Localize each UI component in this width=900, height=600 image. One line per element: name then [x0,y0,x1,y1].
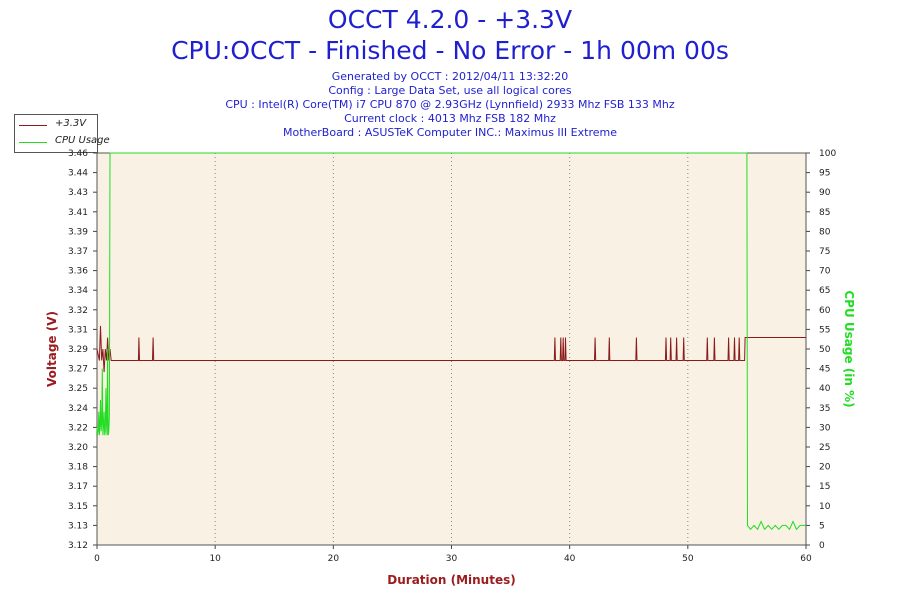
y-right-tick-label: 15 [819,482,830,492]
y-left-tick-label: 3.20 [68,443,88,453]
y-right-axis-title: CPU Usage (in %) [842,290,856,407]
y-right-tick-label: 100 [819,149,836,159]
chart-title: OCCT 4.2.0 - +3.3V [327,5,573,34]
x-tick-label: 10 [209,554,221,564]
info-line-config: Config : Large Data Set, use all logical… [328,84,572,97]
legend-label-cpu: CPU Usage [55,135,110,146]
y-right-tick-label: 0 [819,541,825,551]
y-right-tick-label: 90 [819,188,831,198]
legend-swatch-voltage [19,125,47,126]
y-right-tick-label: 20 [819,463,831,473]
legend: +3.3V CPU Usage [14,114,110,153]
y-left-tick-label: 3.22 [68,423,88,433]
y-right-tick-label: 65 [819,286,830,296]
x-tick-label: 0 [94,554,100,564]
info-line-clock: Current clock : 4013 Mhz FSB 182 Mhz [344,112,556,125]
y-right-tick-label: 30 [819,423,831,433]
info-line-motherboard: MotherBoard : ASUSTeK Computer INC.: Max… [283,126,617,139]
y-left-tick-label: 3.17 [68,482,88,492]
y-left-tick-label: 3.12 [68,541,88,551]
y-left-tick-label: 3.13 [68,521,88,531]
y-right-tick-label: 50 [819,345,831,355]
y-right-tick-label: 40 [819,384,831,394]
y-left-tick-label: 3.27 [68,365,88,375]
y-left-tick-label: 3.18 [68,463,88,473]
y-left-tick-label: 3.31 [68,325,88,335]
legend-label-voltage: +3.3V [55,118,87,129]
legend-swatch-cpu [19,142,47,143]
y-right-tick-label: 75 [819,247,830,257]
chart-subtitle: CPU:OCCT - Finished - No Error - 1h 00m … [171,36,729,65]
y-right-tick-label: 70 [819,267,831,277]
x-tick-label: 40 [564,554,576,564]
y-left-tick-label: 3.37 [68,247,88,257]
y-right-tick-label: 95 [819,169,830,179]
info-line-cpu: CPU : Intel(R) Core(TM) i7 CPU 870 @ 2.9… [225,98,675,111]
voltage-line [96,325,806,373]
y-left-tick-label: 3.15 [68,502,88,512]
x-tick-label: 50 [682,554,694,564]
y-left-tick-label: 3.44 [68,169,88,179]
y-left-axis-title: Voltage (V) [45,311,59,387]
y-left-tick-label: 3.29 [68,345,88,355]
y-right-tick-label: 5 [819,521,825,531]
y-left-tick-label: 3.36 [68,267,88,277]
y-right-tick-label: 55 [819,325,830,335]
y-right-tick-label: 60 [819,306,831,316]
y-right-tick-label: 25 [819,443,830,453]
info-line-generated: Generated by OCCT : 2012/04/11 13:32:20 [331,70,569,83]
x-tick-label: 20 [328,554,340,564]
y-left-tick-label: 3.43 [68,188,88,198]
y-right-tick-label: 10 [819,502,831,512]
y-left-tick-label: 3.32 [68,306,88,316]
y-left-tick-label: 3.24 [68,404,88,414]
y-right-tick-label: 85 [819,208,830,218]
y-right-tick-label: 80 [819,227,831,237]
x-tick-label: 30 [446,554,458,564]
y-left-tick-label: 3.34 [68,286,88,296]
y-right-tick-label: 35 [819,404,830,414]
cpu-usage-line [96,152,806,531]
x-tick-label: 60 [800,554,812,564]
y-right-tick-label: 45 [819,365,830,375]
y-left-tick-label: 3.41 [68,208,88,218]
y-left-tick-label: 3.46 [68,149,88,159]
x-axis-title: Duration (Minutes) [387,573,515,587]
y-left-tick-label: 3.39 [68,227,88,237]
y-left-tick-label: 3.25 [68,384,88,394]
